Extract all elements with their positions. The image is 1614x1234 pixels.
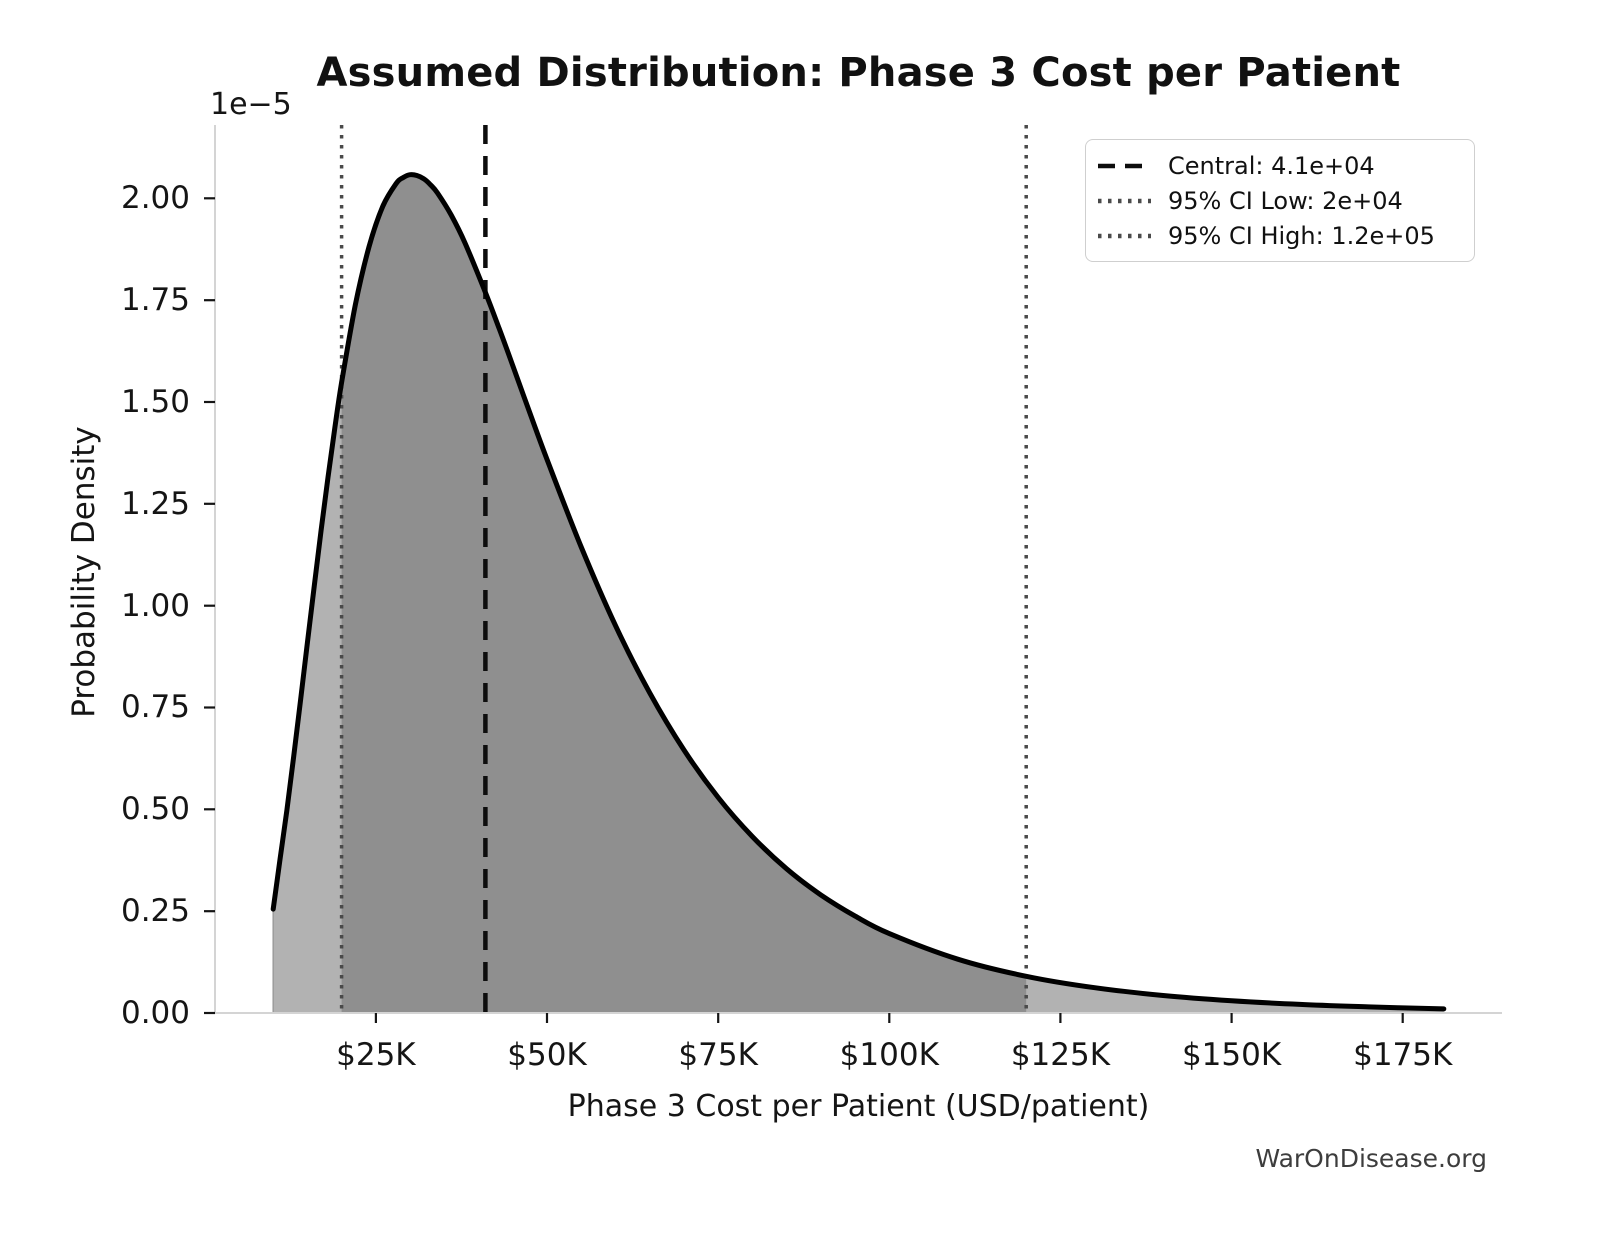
watermark: WarOnDisease.org: [1255, 1144, 1487, 1173]
y-tick-label: 2.00: [120, 180, 190, 217]
legend-item-label: 95% CI High: 1.2e+05: [1168, 221, 1435, 250]
x-tick-label: $25K: [336, 1037, 416, 1073]
y-tick-label: 1.25: [120, 485, 190, 522]
legend-line-sample: [1098, 233, 1151, 238]
y-tick-label: 1.00: [120, 587, 190, 624]
x-tick-label: $175K: [1353, 1037, 1453, 1073]
density-curve: [270, 172, 1447, 1012]
x-axis-label: Phase 3 Cost per Patient (USD/patient): [567, 1089, 1150, 1124]
legend-item-label: 95% CI Low: 2e+04: [1168, 186, 1403, 215]
y-tick-label: 0.50: [120, 791, 190, 828]
chart-title: Assumed Distribution: Phase 3 Cost per P…: [316, 50, 1401, 96]
y-tick-label: 0.75: [120, 689, 190, 726]
x-tick-label: $50K: [507, 1037, 587, 1073]
x-tick-label: $150K: [1181, 1037, 1282, 1073]
legend: Central: 4.1e+04 95% CI Low: 2e+04 95% CI …: [1085, 139, 1475, 262]
legend-line-sample: [1098, 163, 1151, 168]
y-tick-label: 0.00: [120, 995, 190, 1031]
y-tick-label: 0.25: [120, 893, 190, 930]
legend-item: Central: 4.1e+04: [1098, 148, 1462, 183]
x-tick-label: $125K: [1010, 1037, 1111, 1073]
legend-item-label: Central: 4.1e+04: [1168, 151, 1375, 180]
legend-line-sample: [1098, 198, 1151, 203]
y-axis-offset-label: 1e−5: [210, 87, 292, 122]
y-tick-label: 1.75: [120, 282, 190, 319]
x-tick-label: $75K: [678, 1037, 758, 1073]
density-fill-ci: [341, 174, 1027, 1013]
x-tick-label: $100K: [839, 1037, 939, 1073]
legend-item: 95% CI High: 1.2e+05: [1098, 218, 1462, 253]
legend-item: 95% CI Low: 2e+04: [1098, 183, 1462, 218]
y-tick-label: 1.50: [120, 383, 190, 420]
